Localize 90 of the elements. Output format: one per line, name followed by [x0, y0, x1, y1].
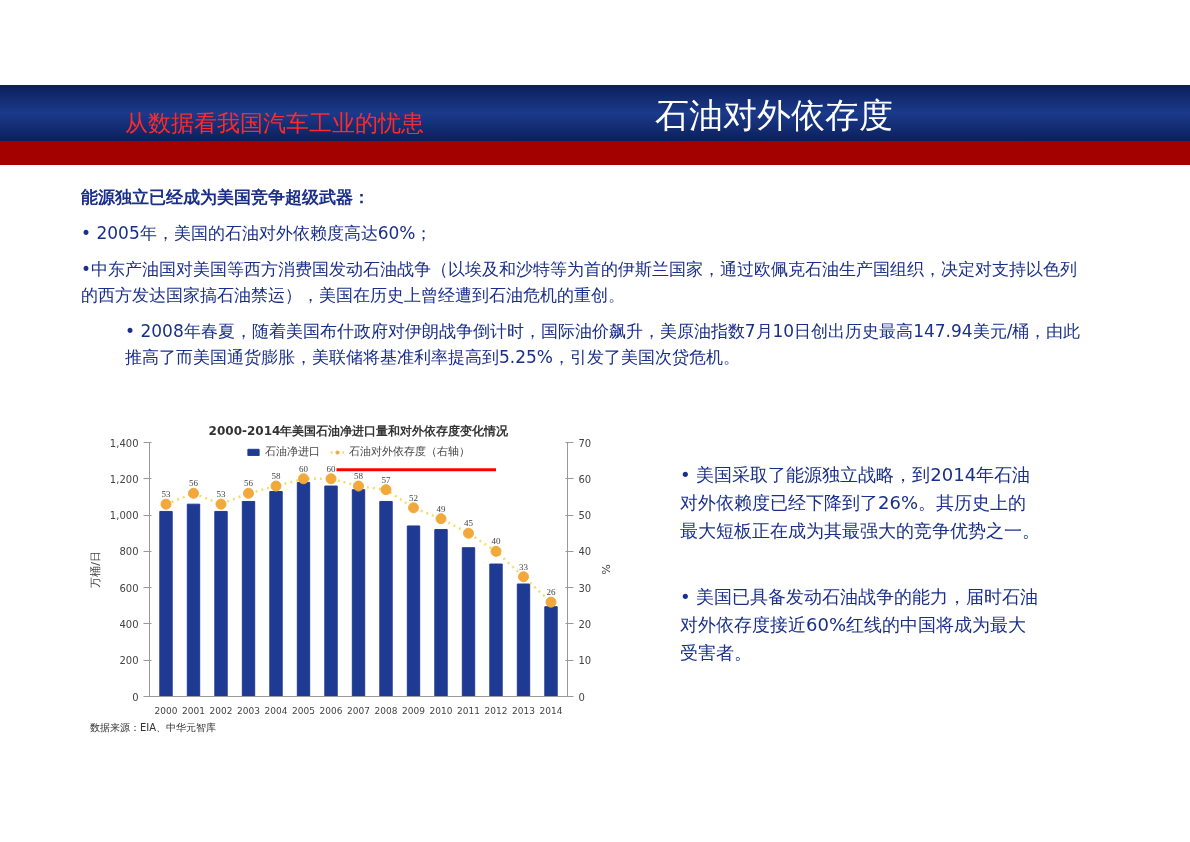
point [353, 480, 364, 492]
x-tick-label: 2000 [154, 705, 178, 716]
bar [296, 481, 311, 697]
chart-title: 2000-2014年美国石油净进口量和对外依存度变化情况 [208, 423, 510, 438]
point [215, 498, 227, 510]
y-tick-label: 200 [119, 655, 139, 667]
bar [241, 500, 256, 697]
y2-tick-label: 20 [578, 618, 592, 630]
y2-tick-label: 60 [578, 473, 592, 485]
bar [269, 490, 283, 697]
y-tick-label: 1,200 [109, 473, 139, 485]
y-tick-label: 1,000 [109, 510, 139, 522]
data-label: 33 [519, 561, 529, 572]
x-tick-label: 2001 [182, 705, 205, 716]
data-label: 58 [271, 471, 281, 482]
data-label: 60 [326, 463, 336, 474]
y2-tick-label: 70 [578, 437, 592, 449]
data-label: 53 [216, 489, 226, 500]
data-label: 26 [546, 587, 556, 598]
data-label: 56 [244, 478, 254, 489]
y2-tick-label: 40 [578, 546, 592, 558]
bar [159, 510, 173, 697]
data-label: 58 [354, 471, 364, 482]
point [243, 487, 254, 499]
y2-tick-label: 10 [578, 655, 592, 667]
x-tick-label: 2014 [539, 705, 563, 716]
text: 石油对外依存度 [655, 95, 893, 135]
text: • 美国采取了能源独立战略，到2014年石油对外依赖度已经下降到了26%。其历史上的最大短板正在成为其最强大的竞争优势之一。 [680, 463, 1040, 543]
y-tick-label: 0 [132, 691, 139, 703]
point [545, 596, 557, 608]
y-tick-label: 600 [119, 582, 139, 594]
point [160, 498, 172, 510]
bar [351, 489, 366, 697]
data-label: 53 [161, 489, 171, 500]
source-note: 数据来源：EIA、中华元智库 [90, 721, 217, 735]
text: 能源独立已经成为美国竞争超级武器： [81, 186, 370, 209]
point [298, 473, 309, 485]
x-tick-label: 2008 [374, 705, 398, 716]
data-label: 60 [299, 463, 309, 474]
bar [324, 485, 338, 697]
bar [214, 510, 228, 697]
point [380, 484, 392, 496]
data-label: 49 [436, 503, 446, 514]
point [463, 527, 474, 539]
bar [544, 606, 558, 697]
bar [489, 563, 503, 697]
bar [406, 525, 421, 697]
point [490, 545, 502, 557]
y2-tick-label: 30 [578, 582, 592, 594]
data-label: 57 [381, 474, 391, 485]
data-label: 40 [491, 536, 501, 547]
point [518, 571, 529, 583]
x-tick-label: 2007 [347, 705, 370, 716]
x-tick-label: 2009 [402, 705, 426, 716]
text: • 2005年，美国的石油对外依赖度高达60%； [81, 222, 433, 245]
y-tick-label: 1,400 [109, 437, 139, 449]
bar [379, 500, 393, 697]
point [270, 480, 282, 492]
point [408, 502, 419, 514]
data-label: 45 [464, 518, 474, 529]
x-tick-label: 2011 [457, 705, 480, 716]
text: 从数据看我国汽车工业的忧患 [125, 110, 424, 136]
x-tick-label: 2004 [264, 705, 288, 716]
x-tick-label: 2005 [292, 705, 315, 716]
bar [186, 503, 201, 697]
bar [434, 529, 448, 697]
legend-label: 石油净进口 [265, 444, 320, 459]
x-tick-label: 2013 [512, 705, 535, 716]
bar [461, 547, 476, 697]
y2-axis-title: % [599, 564, 613, 575]
point [188, 487, 199, 499]
text: • 2008年春夏，随着美国布什政府对伊朗战争倒计时，国际油价飙升，美原油指数7月10日创出历史最高147.94美元/桶，由此推高了而美国通货膨胀，美联储将基准利率提高到5.25%，引发了美国次贷危机。 [125, 320, 1082, 369]
text: • 美国已具备发动石油战争的能力，届时石油对外依存度接近60%红线的中国将成为最大受害者。 [680, 585, 1040, 665]
bar [516, 583, 531, 697]
x-tick-label: 2006 [319, 705, 343, 716]
y-tick-label: 800 [119, 546, 139, 558]
y2-tick-label: 0 [578, 691, 585, 703]
x-tick-label: 2003 [237, 705, 260, 716]
data-label: 52 [409, 492, 418, 503]
x-tick-label: 2002 [209, 705, 233, 716]
text: •中东产油国对美国等西方消费国发动石油战争（以埃及和沙特等为首的伊斯兰国家，通过欧佩克石油生产国组织，决定对支持以色列的西方发达国家搞石油禁运），美国在历史上曾经遭到石油危机的重创。 [81, 258, 1079, 307]
x-tick-label: 2010 [429, 705, 453, 716]
x-tick-label: 2012 [484, 705, 508, 716]
legend-label: 石油对外依存度（右轴） [349, 444, 470, 459]
y-tick-label: 400 [119, 618, 139, 630]
data-label: 56 [189, 478, 199, 489]
y2-tick-label: 50 [578, 510, 592, 522]
y-axis-title: 万桶/日 [88, 551, 102, 588]
point [325, 473, 337, 485]
point [435, 513, 447, 525]
